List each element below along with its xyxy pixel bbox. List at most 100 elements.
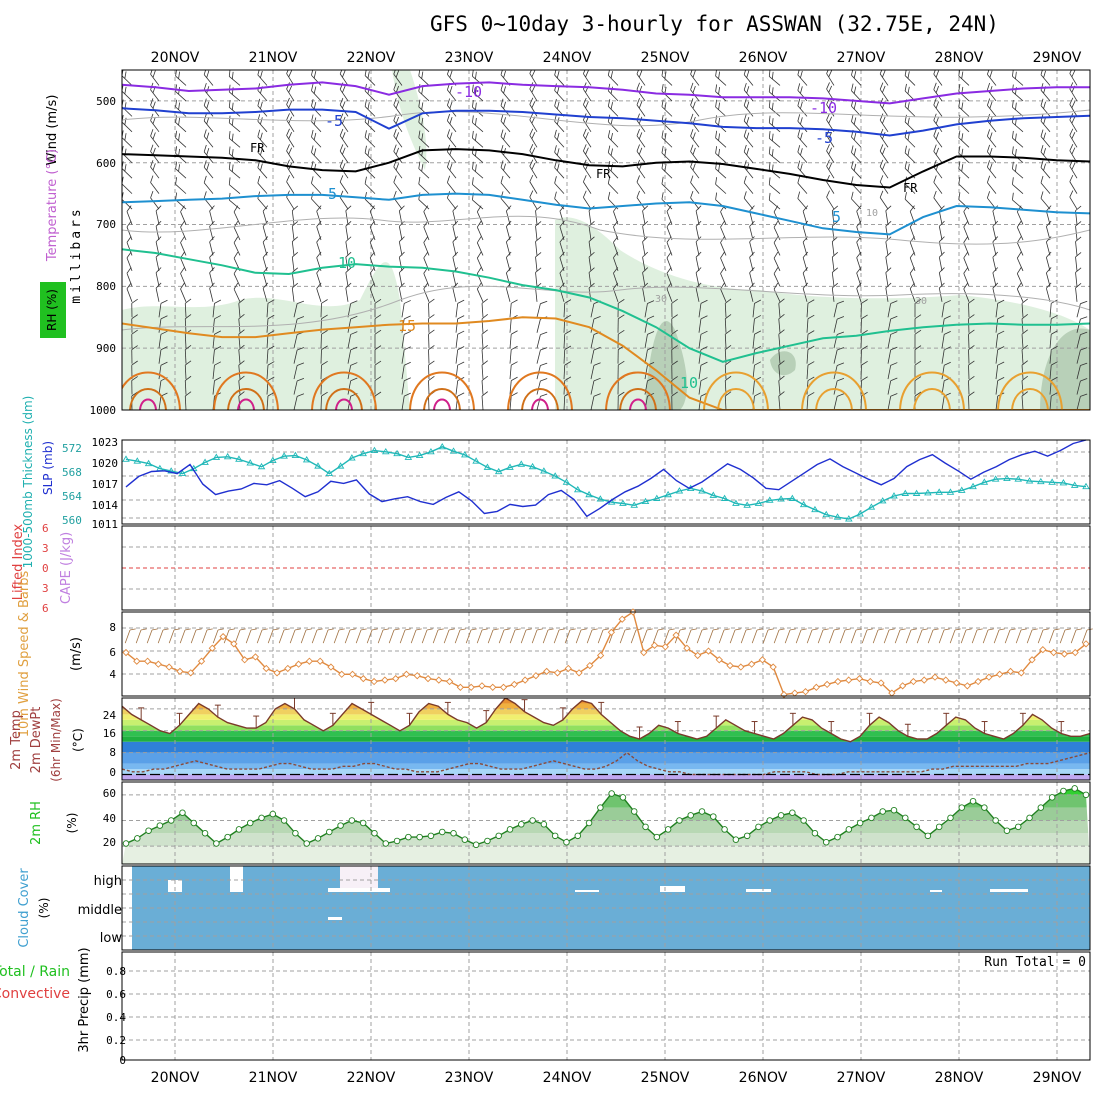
barb-flag	[943, 628, 950, 631]
barb-flag	[531, 162, 536, 170]
barb-staff	[505, 210, 511, 225]
rh2m-tick: 40	[103, 812, 116, 825]
barb-staff	[476, 629, 483, 644]
barb-flag	[939, 205, 945, 212]
barb-staff	[509, 349, 512, 364]
barb-flag	[321, 299, 328, 304]
temp-band	[122, 736, 1090, 742]
barb-flag	[175, 177, 178, 185]
rh2m-point	[845, 826, 853, 833]
rh2m-point	[246, 819, 254, 827]
wind-barb	[1021, 314, 1028, 333]
wind-barb	[472, 84, 484, 102]
wind10m-point	[963, 682, 971, 690]
barb-flag	[797, 114, 801, 122]
pressure-tick: 900	[96, 342, 116, 355]
wind-barb	[715, 99, 727, 117]
barb-flag	[260, 70, 263, 79]
barb-staff	[421, 629, 428, 644]
barb-flag	[879, 190, 884, 198]
barb-staff	[311, 105, 322, 117]
wind10m-barb	[212, 628, 224, 644]
wind10m-point	[1071, 648, 1079, 657]
barb-staff	[398, 226, 403, 241]
barb-flag	[257, 114, 261, 122]
wind10m-barb	[124, 628, 136, 644]
thickness-point	[777, 495, 785, 502]
barb-flag	[844, 628, 851, 631]
barb-flag	[367, 102, 370, 110]
barb-staff	[355, 629, 362, 644]
wind10m-barb	[817, 628, 829, 644]
wind10m-ticks: 8 6 4	[109, 621, 116, 681]
barb-flag	[364, 99, 367, 107]
barb-flag	[564, 299, 572, 304]
barb-staff	[752, 303, 755, 318]
barb-staff	[212, 380, 215, 395]
barb-staff	[293, 334, 298, 349]
barb-staff	[452, 257, 457, 271]
barb-flag	[150, 175, 154, 183]
barb-staff	[238, 303, 241, 318]
barb-flag	[749, 236, 755, 243]
barb-staff	[1049, 334, 1052, 349]
wind-barb	[995, 361, 1005, 380]
barb-flag	[797, 129, 801, 137]
barb-flag	[297, 377, 305, 382]
barb-flag	[768, 177, 771, 185]
slp-axis-label: SLP (mb)	[41, 441, 55, 495]
wind-barb	[661, 176, 673, 194]
barb-staff	[423, 288, 430, 302]
barb-staff	[773, 629, 780, 644]
barb-flag	[610, 71, 613, 79]
barb-staff	[418, 137, 430, 148]
barb-flag	[345, 251, 352, 258]
wind-barb	[941, 346, 951, 364]
barb-flag	[828, 162, 833, 170]
thickness-point	[833, 513, 842, 520]
wind-barb	[184, 360, 192, 380]
wind-barb	[554, 160, 565, 179]
barb-staff	[607, 183, 619, 194]
wind-barb	[481, 391, 488, 410]
barb-flag	[968, 360, 975, 366]
thickness-point	[257, 462, 266, 470]
wind-barb	[180, 236, 187, 256]
barb-staff	[797, 151, 808, 163]
wind10m-tick: 4	[109, 668, 116, 681]
barb-flag	[217, 628, 224, 631]
barb-flag	[564, 330, 572, 335]
barb-flag	[797, 191, 801, 199]
barb-staff	[885, 257, 889, 271]
barb-staff	[661, 106, 673, 117]
barb-flag	[1046, 267, 1052, 274]
barb-flag	[1015, 102, 1017, 110]
top-date-label: 23NOV	[445, 50, 494, 66]
barb-flag	[292, 282, 299, 289]
wind-barb	[369, 205, 376, 225]
rh2m-point	[777, 812, 785, 819]
wind-barb	[423, 282, 430, 302]
barb-staff	[715, 106, 727, 117]
wind-barb	[860, 299, 868, 318]
barb-flag	[725, 298, 732, 304]
wind-barb	[583, 175, 592, 194]
wind-barb	[509, 330, 518, 349]
wind-barb	[1040, 129, 1051, 148]
wind10m-panel: 8 6 4 10m Wind Speed & Barbs (m/s)	[17, 571, 1093, 737]
barb-flag	[987, 113, 991, 121]
wind-barb	[987, 160, 997, 179]
wind-barb	[695, 205, 702, 225]
wind-barb	[671, 314, 678, 333]
thickness-point	[799, 500, 808, 508]
wind-barb	[401, 330, 411, 349]
wind-barb	[563, 361, 572, 380]
barb-flag	[828, 132, 833, 139]
barb-flag	[989, 132, 993, 140]
wind-barb	[472, 130, 484, 148]
barb-flag	[910, 628, 917, 631]
wind-barb	[563, 376, 572, 395]
barb-staff	[233, 288, 241, 302]
barb-staff	[963, 257, 970, 272]
barb-flag	[725, 329, 732, 335]
